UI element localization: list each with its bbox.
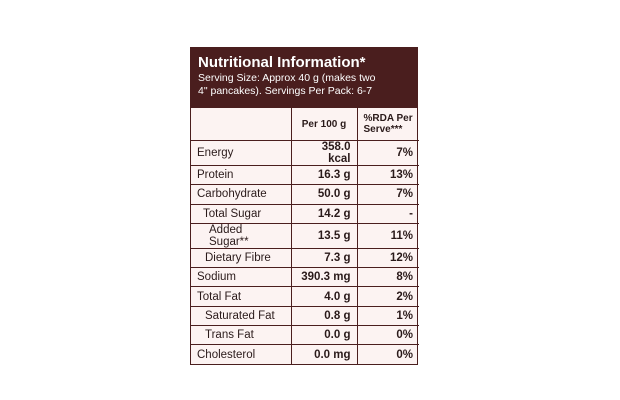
table-row: Total Fat 4.0 g 2% [191,286,419,307]
nutrient-value: 0.0 g [290,325,358,346]
nutrient-value: 14.2 g [290,203,358,224]
nutrient-name: Carbohydrate [191,184,292,205]
nutrient-value: 7% [356,140,419,166]
nutrition-panel: Nutritional Information* Serving Size: A… [190,47,419,365]
header-row: Per 100 g %RDA Per Serve*** [191,108,419,141]
nutrient-name: Sodium [191,267,292,288]
table-row: Dietary Fibre 7.3 g 12% [191,247,419,269]
nutrient-name: Protein [191,164,292,186]
nutrient-value: 7% [356,184,419,205]
nutrient-name: Total Fat [191,286,292,307]
table-row: Trans Fat 0.0 g 0% [191,325,419,346]
table-row: Cholesterol 0.0 mg 0% [191,344,419,364]
column-header: Per 100 g [290,108,358,141]
nutrient-value: 390.3 mg [290,267,358,288]
nutrient-value: - [356,203,419,224]
nutrient-name: Added Sugar** [191,222,292,249]
nutrient-value: 50.0 g [290,184,358,205]
nutrient-value: 8% [356,267,419,288]
nutrient-name: Total Sugar [191,203,292,224]
nutrition-table: Per 100 g %RDA Per Serve*** Energy 358.0 kc… [191,108,419,364]
table-row: Saturated Fat 0.8 g 1% [191,305,419,327]
nutrient-value: 12% [356,247,419,269]
nutrient-value: 1% [356,305,419,327]
column-header: %RDA Per Serve*** [356,108,419,141]
nutrient-value: 0.8 g [290,305,358,327]
table-row: Sodium 390.3 mg 8% [191,267,419,288]
nutrient-name: Trans Fat [191,325,292,346]
nutrient-name: Cholesterol [191,344,292,364]
table-row: Added Sugar** 13.5 g 11% [191,222,419,249]
title: Nutritional Information* [198,54,366,71]
nutrient-value: 11% [356,222,419,249]
table-row: Energy 358.0 kcal 7% [191,140,419,166]
nutrient-value: 13% [356,164,419,186]
nutrient-name: Saturated Fat [191,305,292,327]
nutrient-value: 2% [356,286,419,307]
nutrient-value: 16.3 g [290,164,358,186]
nutrient-value: 0.0 mg [290,344,358,364]
nutrient-name: Energy [191,140,292,166]
nutrient-value: 7.3 g [290,247,358,269]
nutrient-value: 0% [356,325,419,346]
subtitle: Serving Size: Approx 40 g (makes two [198,72,376,84]
nutrient-value: 4.0 g [290,286,358,307]
nutrient-name: Dietary Fibre [191,247,292,269]
table-row: Protein 16.3 g 13% [191,164,419,186]
table-row: Total Sugar 14.2 g- [191,203,419,224]
column-header [191,108,292,141]
nutrient-value: 0% [356,344,419,364]
table-row: Carbohydrate 50.0 g 7% [191,184,419,205]
subtitle: 4" pancakes). Servings Per Pack: 6-7 [198,85,373,97]
panel-header: Nutritional Information* Serving Size: A… [191,48,417,108]
nutrient-value: 13.5 g [290,222,358,249]
nutrient-value: 358.0 kcal [290,140,358,166]
